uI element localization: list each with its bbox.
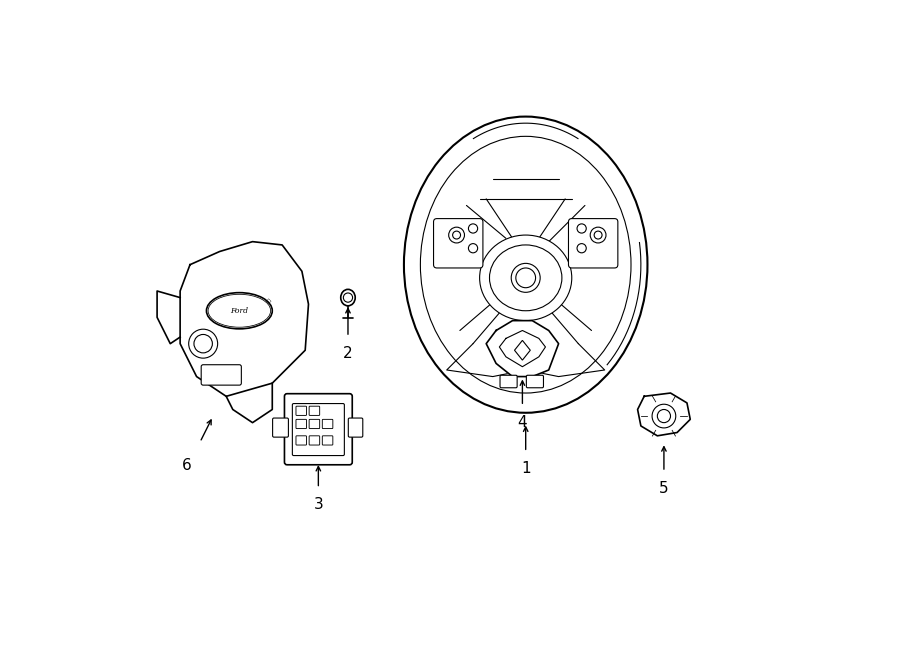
Ellipse shape (206, 293, 273, 329)
Polygon shape (486, 321, 559, 377)
Polygon shape (180, 242, 309, 397)
Ellipse shape (341, 290, 356, 306)
Text: 4: 4 (518, 415, 527, 430)
FancyBboxPatch shape (202, 365, 241, 385)
FancyBboxPatch shape (284, 394, 352, 465)
Polygon shape (515, 340, 530, 360)
Ellipse shape (404, 116, 647, 412)
FancyBboxPatch shape (569, 219, 617, 268)
Circle shape (189, 329, 218, 358)
Text: 6: 6 (182, 458, 192, 473)
FancyBboxPatch shape (500, 375, 518, 388)
Ellipse shape (480, 235, 572, 321)
FancyBboxPatch shape (434, 219, 483, 268)
FancyBboxPatch shape (348, 418, 363, 437)
FancyBboxPatch shape (526, 375, 544, 388)
Text: 1: 1 (521, 461, 530, 476)
Text: ◇: ◇ (266, 298, 272, 304)
Text: 3: 3 (313, 498, 323, 512)
Text: Ford: Ford (230, 307, 248, 315)
Polygon shape (637, 393, 690, 436)
FancyBboxPatch shape (273, 418, 288, 437)
Text: 2: 2 (343, 346, 353, 361)
Text: 5: 5 (659, 481, 669, 496)
Polygon shape (158, 291, 180, 344)
Polygon shape (226, 383, 273, 422)
